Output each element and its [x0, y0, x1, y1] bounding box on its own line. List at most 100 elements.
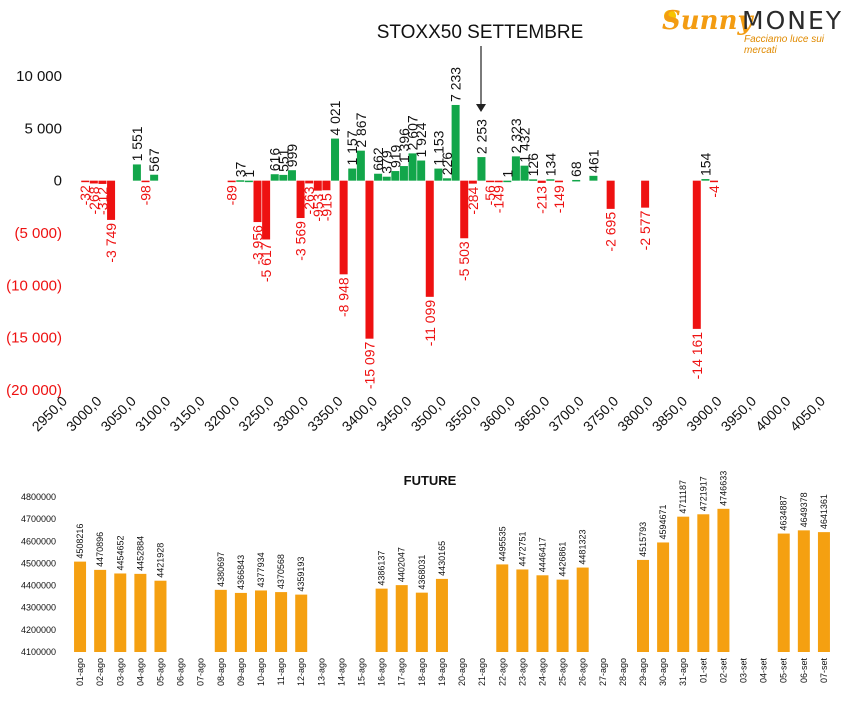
- option-bar: [692, 180, 701, 329]
- future-bar-value: 4426861: [558, 542, 568, 577]
- future-x-tick-label: 03-set: [739, 658, 749, 684]
- option-bar-value: 226: [439, 152, 455, 176]
- option-bar-value: -284: [465, 186, 481, 214]
- option-bar: [356, 150, 365, 181]
- future-x-tick-label: 19-ago: [437, 658, 447, 686]
- option-bar-value: -8 948: [336, 277, 352, 317]
- future-bar-value: 4472751: [517, 531, 527, 566]
- future-bar: [697, 514, 710, 652]
- x-tick-label: 3100,0: [132, 393, 174, 435]
- option-bar: [236, 180, 245, 182]
- option-bar: [296, 180, 305, 219]
- option-bar: [434, 168, 443, 181]
- future-bar: [255, 590, 267, 652]
- option-bar: [503, 180, 512, 183]
- future-bar-value: 4366843: [236, 555, 246, 590]
- option-bar-value: -3 569: [293, 221, 309, 261]
- future-bar: [375, 588, 388, 652]
- option-bar: [408, 153, 417, 181]
- x-tick-label: 3000,0: [63, 393, 105, 435]
- option-bar: [399, 166, 408, 181]
- sun-icon: [664, 10, 676, 22]
- x-tick-label: 3850,0: [649, 393, 691, 435]
- option-bar-value: -5 503: [456, 241, 472, 281]
- future-x-tick-label: 06-set: [799, 658, 809, 684]
- option-bar-value: 2 323: [508, 118, 524, 153]
- option-bar: [81, 180, 90, 183]
- option-bar: [529, 179, 538, 181]
- option-bar: [546, 179, 555, 181]
- future-x-tick-label: 25-ago: [558, 658, 568, 686]
- x-tick-label: 3700,0: [545, 393, 587, 435]
- option-bar-value: 4 021: [327, 100, 343, 135]
- y-tick-label: 0: [54, 173, 62, 190]
- option-bar-value: 1: [241, 170, 257, 178]
- option-bar: [270, 174, 279, 181]
- future-y-tick-label: 4700000: [21, 514, 56, 524]
- option-bar-value: 999: [284, 144, 300, 168]
- option-bar-value: -89: [224, 185, 240, 205]
- x-tick-label: 3950,0: [718, 393, 760, 435]
- future-bar-value: 4641361: [819, 494, 829, 529]
- option-bar: [348, 168, 357, 181]
- option-bar: [305, 180, 314, 184]
- future-bar: [234, 592, 247, 652]
- option-bar: [141, 180, 150, 183]
- option-bar-value: -98: [138, 185, 154, 205]
- x-tick-label: 3250,0: [235, 393, 277, 435]
- option-bar: [227, 180, 236, 183]
- option-bar-value: 126: [525, 153, 541, 177]
- x-tick-label: 3300,0: [270, 393, 312, 435]
- future-bar: [134, 573, 147, 652]
- future-bar: [797, 530, 810, 652]
- option-bar: [554, 180, 563, 183]
- future-x-tick-label: 21-ago: [477, 658, 487, 686]
- option-bar: [477, 157, 486, 181]
- future-bar: [395, 585, 408, 652]
- option-bar: [486, 180, 495, 183]
- y-tick-label: 10 000: [16, 68, 62, 85]
- option-bar: [511, 156, 520, 181]
- option-bar-value: 7 233: [448, 67, 464, 102]
- option-bar: [89, 180, 98, 184]
- option-bar-value: 551: [275, 148, 291, 172]
- option-bar-value: 919: [387, 144, 403, 168]
- option-bar: [279, 174, 288, 181]
- option-bar-value: -3 749: [103, 223, 119, 263]
- future-x-tick-label: 27-ago: [598, 658, 608, 686]
- x-tick-label: 3150,0: [166, 393, 208, 435]
- option-bar-value: -4: [706, 185, 722, 198]
- future-x-tick-label: 18-ago: [417, 658, 427, 686]
- option-bar: [339, 180, 348, 275]
- option-bar-value: 616: [267, 148, 283, 172]
- x-tick-label: 3050,0: [97, 393, 139, 435]
- option-bar: [331, 138, 340, 181]
- option-bar-value: -953: [310, 193, 326, 221]
- option-bar: [374, 173, 383, 181]
- future-bar-value: 4746633: [718, 471, 728, 506]
- option-bar: [460, 180, 469, 239]
- future-x-tick-label: 14-ago: [336, 658, 346, 686]
- future-bar-value: 4721917: [698, 476, 708, 511]
- option-bar: [641, 180, 650, 208]
- option-bar: [417, 160, 426, 181]
- future-x-tick-label: 04-set: [759, 658, 769, 684]
- option-bar: [494, 180, 503, 183]
- y-tick-label: (15 000): [6, 330, 62, 347]
- future-bar: [556, 579, 569, 652]
- option-bar: [365, 180, 374, 339]
- future-bar-value: 4481323: [578, 530, 588, 565]
- future-bar-value: 4421928: [155, 543, 165, 578]
- future-bar-value: 4452884: [135, 536, 145, 571]
- option-bar-value: 1 396: [396, 128, 412, 163]
- option-bar-value: 662: [370, 147, 386, 171]
- future-y-tick-label: 4200000: [21, 625, 56, 635]
- option-bar: [313, 180, 322, 191]
- future-bar-value: 4711187: [678, 480, 688, 514]
- future-bar: [536, 575, 549, 652]
- future-x-tick-label: 23-ago: [517, 658, 527, 686]
- logo-word-money: MONEY: [742, 6, 844, 35]
- option-bar-value: -5 617: [258, 242, 274, 282]
- option-bar-value: 1 153: [430, 130, 446, 165]
- option-bar-value: 2 607: [405, 115, 421, 150]
